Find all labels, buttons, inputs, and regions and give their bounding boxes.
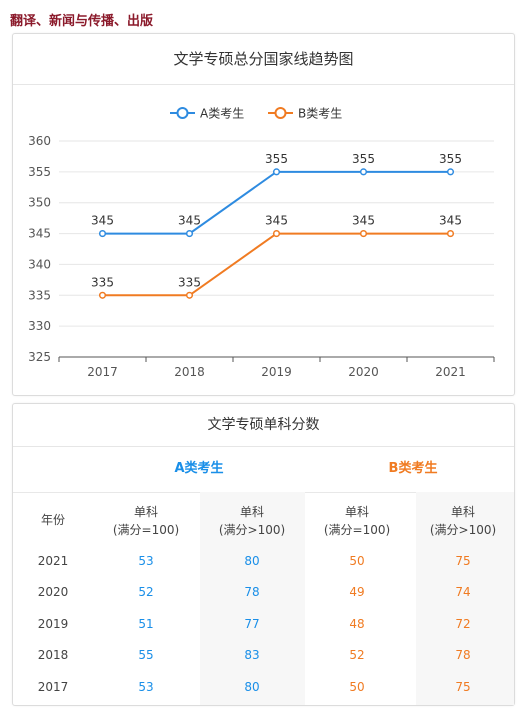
- group-a-label: A类考生: [174, 461, 224, 476]
- group-header-row: A类考生 B类考生: [13, 446, 514, 493]
- data-label: 355: [352, 152, 375, 166]
- table-title: 文学专硕单科分数: [13, 404, 514, 447]
- shaded-column-a: [200, 492, 305, 705]
- cell-a-100: 53: [138, 680, 154, 694]
- data-label: 355: [439, 152, 462, 166]
- cell-a-over: 80: [244, 554, 260, 568]
- x-tick-label: 2018: [174, 365, 205, 379]
- cell-b-100: 49: [349, 585, 365, 599]
- header-b-over: 单科 (满分>100): [423, 503, 503, 539]
- data-point: [359, 230, 368, 238]
- cell-a-over: 80: [244, 680, 260, 694]
- data-label: 345: [265, 214, 288, 228]
- cell-a-100: 51: [138, 617, 154, 631]
- legend-label: B类考生: [298, 107, 342, 121]
- data-point: [98, 230, 107, 238]
- x-tick-label: 2017: [87, 365, 118, 379]
- data-label: 345: [439, 214, 462, 228]
- data-point: [272, 168, 281, 176]
- data-label: 335: [178, 275, 201, 289]
- header-a-over: 单科 (满分>100): [212, 503, 292, 539]
- group-b-label: B类考生: [388, 461, 438, 476]
- cell-a-over: 77: [244, 617, 260, 631]
- cell-a-100: 55: [138, 648, 154, 662]
- cell-b-over: 75: [455, 680, 471, 694]
- y-tick-label: 340: [28, 257, 51, 271]
- x-tick-label: 2020: [348, 365, 379, 379]
- header-b-100: 单科 (满分=100): [317, 503, 397, 539]
- y-tick-label: 345: [28, 227, 51, 241]
- header-a-100-line2: (满分=100): [112, 523, 180, 537]
- header-a-over-line1: 单科: [239, 505, 264, 519]
- data-point: [446, 168, 455, 176]
- x-tick-label: 2021: [435, 365, 466, 379]
- data-point: [185, 230, 194, 238]
- cell-b-100: 50: [349, 554, 365, 568]
- row-year: 2018: [37, 648, 69, 662]
- legend-marker: [274, 107, 287, 119]
- cell-b-100: 52: [349, 648, 365, 662]
- row-year: 2017: [37, 680, 69, 694]
- y-tick-label: 350: [28, 196, 51, 210]
- cell-b-100: 50: [349, 680, 365, 694]
- header-b-100-line2: (满分=100): [323, 523, 391, 537]
- header-a-100-line1: 单科: [133, 505, 158, 519]
- data-label: 335: [91, 275, 114, 289]
- data-label: 345: [178, 214, 201, 228]
- y-tick-label: 325: [28, 350, 51, 364]
- data-point: [98, 291, 107, 299]
- line-chart: 325 330 335 340 345 350 355 360 2017 2018 2019 2020…: [28, 107, 495, 379]
- cell-b-100: 48: [349, 617, 365, 631]
- cell-a-over: 78: [244, 585, 260, 599]
- data-point: [446, 230, 455, 238]
- data-point: [359, 168, 368, 176]
- y-tick-label: 360: [28, 134, 51, 148]
- y-tick-label: 330: [28, 319, 51, 333]
- cell-b-over: 75: [455, 554, 471, 568]
- row-year: 2019: [37, 617, 69, 631]
- chart-card: 文学专硕总分国家线趋势图 325 330 335 340 345 350 355 360 201…: [12, 33, 515, 396]
- data-label: 345: [91, 214, 114, 228]
- header-year: 年份: [40, 513, 65, 527]
- page-heading: 翻译、新闻与传播、出版: [10, 14, 154, 29]
- legend-marker: [176, 107, 189, 119]
- cell-b-over: 72: [455, 617, 471, 631]
- data-point: [185, 291, 194, 299]
- data-point: [272, 230, 281, 238]
- score-table-card: 文学专硕单科分数 A类考生 B类考生 年份 单科 (满分=100) 单科 (满分…: [12, 403, 515, 706]
- shaded-column-b: [416, 492, 514, 705]
- cell-b-over: 78: [455, 648, 471, 662]
- y-tick-label: 335: [28, 288, 51, 302]
- legend-label: A类考生: [200, 107, 244, 121]
- header-a-over-line2: (满分>100): [218, 523, 286, 537]
- row-year: 2020: [37, 585, 69, 599]
- chart-title: 文学专硕总分国家线趋势图: [13, 34, 514, 85]
- data-label: 345: [352, 214, 375, 228]
- cell-a-100: 52: [138, 585, 154, 599]
- cell-a-over: 83: [244, 648, 260, 662]
- data-label: 355: [265, 152, 288, 166]
- header-a-100: 单科 (满分=100): [106, 503, 186, 539]
- cell-b-over: 74: [455, 585, 471, 599]
- row-year: 2021: [37, 554, 69, 568]
- cell-a-100: 53: [138, 554, 154, 568]
- header-b-over-line2: (满分>100): [429, 523, 497, 537]
- header-b-100-line1: 单科: [344, 505, 369, 519]
- header-b-over-line1: 单科: [450, 505, 475, 519]
- x-tick-label: 2019: [261, 365, 292, 379]
- y-tick-label: 355: [28, 165, 51, 179]
